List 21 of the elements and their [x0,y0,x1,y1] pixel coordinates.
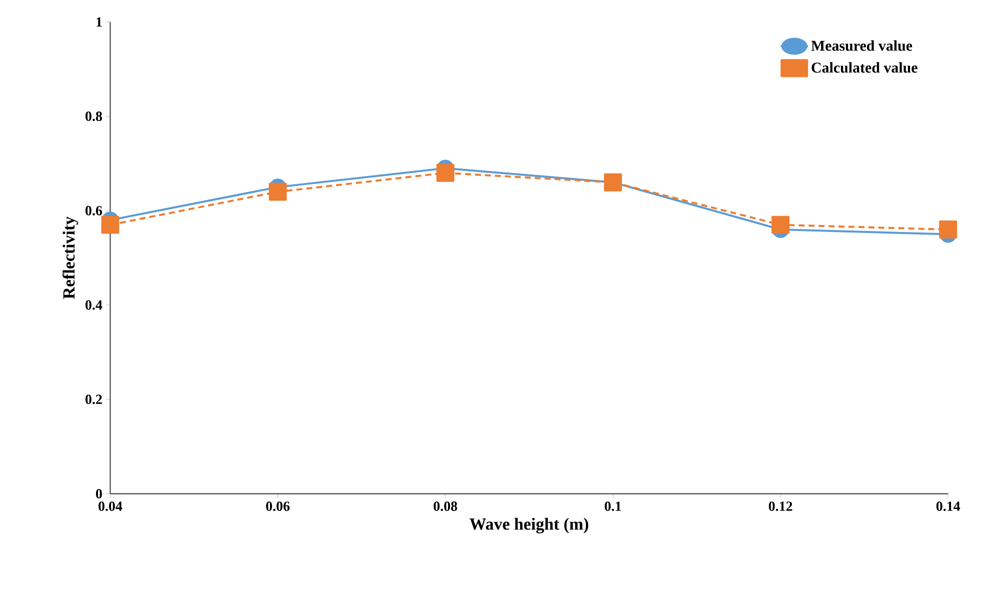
y-tick-label: 0.8 [86,112,102,122]
y-axis-title: Reflectivity [62,216,78,300]
x-tick-label: 0.06 [266,502,290,512]
x-axis-title: Wave height (m) [470,518,588,534]
point [939,220,958,239]
legend-label: Calculated value [812,62,918,73]
point [436,164,454,182]
y-tick-label: 0.4 [86,300,102,310]
y-tick-label: 0 [96,489,102,499]
x-tick-label: 0.08 [434,502,458,512]
point [101,216,120,234]
x-tick-label: 0.1 [604,502,621,512]
x-tick-label: 0.12 [768,502,792,512]
point [268,183,287,202]
x-tick-label: 0.04 [98,502,122,512]
point [772,216,790,234]
y-tick-label: 0.6 [86,206,102,216]
y-tick-label: 0.2 [86,394,102,404]
legend-label: Measured value [811,40,912,52]
y-tick-label: 1 [96,18,102,27]
x-tick-label: 0.14 [936,502,960,512]
